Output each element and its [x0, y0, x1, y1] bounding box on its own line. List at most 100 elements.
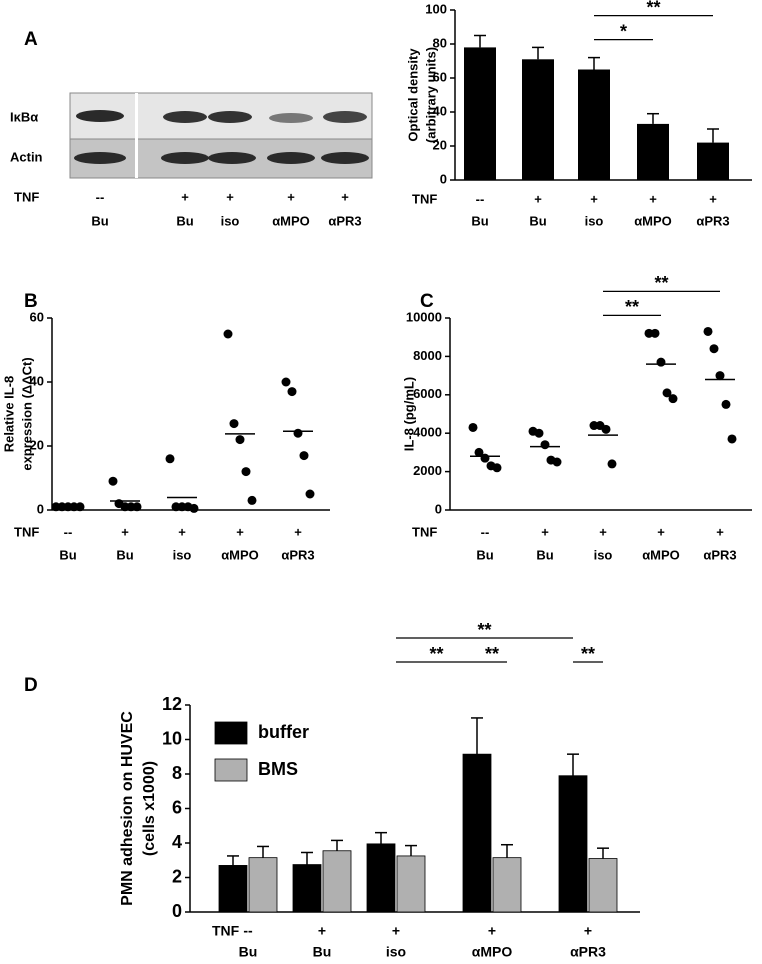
panel-label: C	[420, 291, 434, 312]
point	[650, 328, 660, 338]
category-label: iso	[173, 547, 192, 562]
category-label: Bu	[471, 213, 488, 228]
chart: 0 20 40 60 Relative IL-8 expression (ΔΔCt) TNF…	[1, 309, 330, 562]
row-label: TNF	[14, 189, 39, 204]
tnf-label: --	[96, 189, 105, 204]
tnf-label: +	[716, 524, 724, 539]
point	[229, 419, 239, 429]
bar	[588, 858, 618, 913]
category-label: iso	[386, 944, 406, 960]
y-tick-label: 0	[435, 501, 442, 516]
bar	[522, 59, 554, 180]
band	[269, 113, 313, 123]
point	[468, 422, 478, 432]
chart: 0 2000 4000 6000 8000 10000 IL-8 (pg/mL) TNF -- B…	[401, 273, 752, 562]
y-axis-label: expression (ΔΔCt)	[19, 357, 34, 470]
point	[241, 467, 251, 477]
point	[715, 371, 725, 381]
tnf-label: --	[243, 923, 253, 939]
point	[281, 377, 291, 387]
tnf-label: +	[287, 189, 295, 204]
point	[474, 447, 484, 457]
legend-swatch	[214, 721, 248, 745]
category-label: Bu	[476, 547, 493, 562]
significance-label: **	[654, 273, 668, 293]
tnf-label: +	[584, 923, 592, 939]
tnf-label: --	[64, 524, 73, 539]
point	[552, 457, 562, 467]
category-label: αMPO	[642, 547, 680, 562]
y-tick-label: 80	[433, 35, 447, 50]
band	[163, 111, 207, 123]
point	[607, 459, 617, 469]
point	[703, 326, 713, 336]
tnf-label: +	[534, 191, 542, 206]
y-tick-label: 4	[172, 832, 182, 852]
point	[293, 428, 303, 438]
category-label: Bu	[59, 547, 76, 562]
tnf-label: +	[318, 923, 326, 939]
chart: 0 2 4 6 8 10 12 PMN adhesion on HUVEC (cells x10…	[119, 620, 640, 960]
significance-label: **	[625, 297, 639, 317]
category-label: αPR3	[281, 547, 314, 562]
category-label: iso	[594, 547, 613, 562]
y-tick-label: 20	[433, 137, 447, 152]
point	[223, 329, 233, 339]
bar	[558, 775, 588, 913]
panel-label: B	[24, 291, 38, 312]
point	[287, 387, 297, 397]
bar	[462, 753, 492, 913]
band	[76, 110, 124, 122]
bar	[218, 865, 248, 913]
y-axis-label: Optical density	[405, 48, 420, 142]
y-tick-label: 8000	[413, 348, 442, 363]
band	[208, 111, 252, 123]
point	[721, 399, 731, 409]
category-label: αPR3	[328, 213, 361, 228]
bar	[697, 142, 729, 180]
row-label: TNF	[412, 524, 437, 539]
bar	[292, 864, 322, 913]
point	[235, 435, 245, 445]
band	[323, 111, 367, 123]
category-label: αMPO	[472, 944, 513, 960]
legend-label: buffer	[258, 722, 309, 742]
category-label: Bu	[536, 547, 553, 562]
bar	[248, 857, 278, 913]
point	[656, 357, 666, 367]
point	[189, 503, 199, 513]
y-tick-label: 12	[162, 694, 182, 714]
tnf-label: +	[709, 191, 717, 206]
y-tick-label: 40	[433, 103, 447, 118]
tnf-label: +	[294, 524, 302, 539]
significance-label: **	[485, 644, 499, 664]
significance-label: *	[620, 21, 627, 41]
category-label: iso	[221, 213, 240, 228]
y-axis-label: Relative IL-8	[1, 376, 16, 453]
point	[727, 434, 737, 444]
blot-row-label: IκBα	[10, 109, 38, 124]
tnf-label: +	[181, 189, 189, 204]
tnf-label: +	[590, 191, 598, 206]
point	[247, 495, 257, 505]
y-tick-label: 60	[30, 309, 44, 324]
category-label: Bu	[239, 944, 258, 960]
bar	[637, 123, 669, 180]
legend-swatch	[214, 758, 248, 782]
row-label: TNF	[412, 191, 437, 206]
tnf-label: +	[178, 524, 186, 539]
point	[662, 388, 672, 398]
bar	[578, 69, 610, 180]
y-tick-label: 10000	[406, 309, 442, 324]
category-label: Bu	[91, 213, 108, 228]
category-label: αMPO	[272, 213, 310, 228]
y-tick-label: 2000	[413, 463, 442, 478]
band	[74, 152, 126, 164]
significance-label: **	[646, 0, 660, 17]
significance-label: **	[581, 644, 595, 664]
point	[305, 489, 315, 499]
y-axis-label: (arbitrary units)	[423, 47, 438, 143]
point	[480, 453, 490, 463]
category-label: αMPO	[634, 213, 672, 228]
